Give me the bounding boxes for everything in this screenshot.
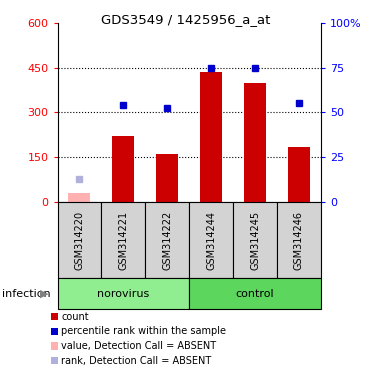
Bar bbox=[58, 202, 101, 278]
Text: percentile rank within the sample: percentile rank within the sample bbox=[61, 326, 226, 336]
Bar bbox=[112, 136, 134, 202]
Text: norovirus: norovirus bbox=[97, 289, 150, 299]
Bar bbox=[288, 147, 310, 202]
Bar bbox=[58, 278, 189, 309]
Bar bbox=[51, 328, 59, 335]
Text: GSM314220: GSM314220 bbox=[75, 210, 85, 270]
Bar bbox=[189, 202, 233, 278]
Bar bbox=[101, 202, 145, 278]
Bar bbox=[233, 202, 277, 278]
Bar bbox=[277, 202, 321, 278]
Text: GSM314246: GSM314246 bbox=[294, 210, 304, 270]
Text: infection: infection bbox=[2, 289, 50, 299]
Text: GSM314245: GSM314245 bbox=[250, 210, 260, 270]
Bar bbox=[189, 278, 321, 309]
Bar bbox=[244, 83, 266, 202]
Bar bbox=[51, 313, 59, 321]
Bar bbox=[69, 193, 91, 202]
Text: GSM314244: GSM314244 bbox=[206, 210, 216, 270]
Text: GSM314222: GSM314222 bbox=[162, 210, 172, 270]
Bar bbox=[156, 154, 178, 202]
Bar bbox=[51, 357, 59, 364]
Text: value, Detection Call = ABSENT: value, Detection Call = ABSENT bbox=[61, 341, 216, 351]
Text: count: count bbox=[61, 312, 89, 322]
Text: ▶: ▶ bbox=[40, 289, 48, 299]
Text: GSM314221: GSM314221 bbox=[118, 210, 128, 270]
Bar bbox=[145, 202, 189, 278]
Text: rank, Detection Call = ABSENT: rank, Detection Call = ABSENT bbox=[61, 356, 211, 366]
Bar bbox=[51, 342, 59, 350]
Text: GDS3549 / 1425956_a_at: GDS3549 / 1425956_a_at bbox=[101, 13, 270, 26]
Bar bbox=[200, 72, 222, 202]
Text: control: control bbox=[236, 289, 275, 299]
